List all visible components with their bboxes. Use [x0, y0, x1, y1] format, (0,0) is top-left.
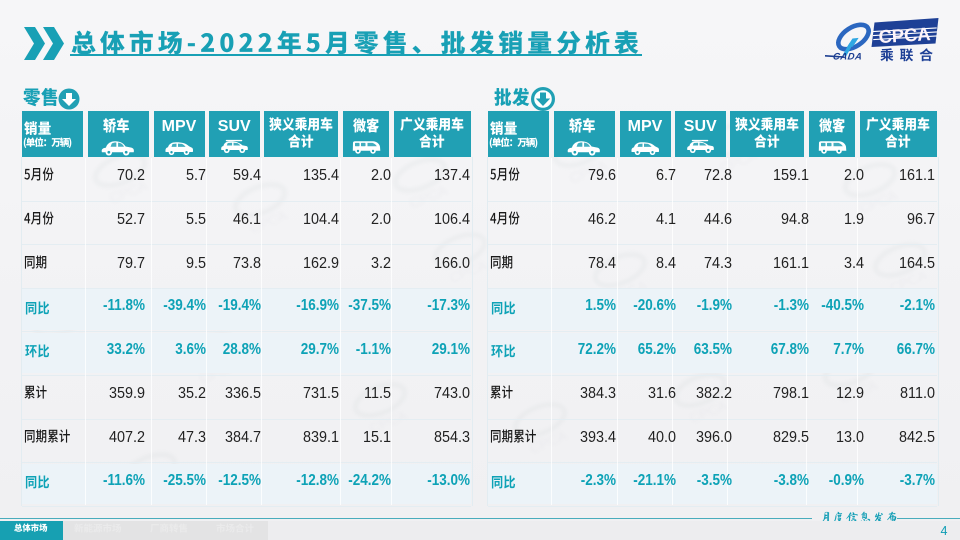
svg-text:CADA: CADA [832, 52, 863, 63]
svg-text:CPCA: CPCA [878, 23, 931, 47]
